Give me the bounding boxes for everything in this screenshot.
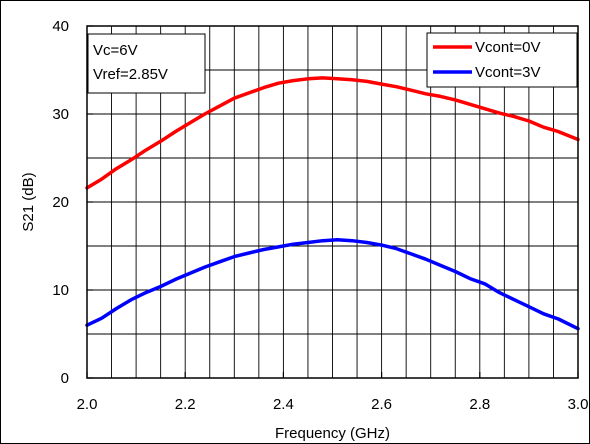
annotation-box (87, 33, 206, 94)
series-line (85, 238, 580, 331)
series-line (85, 76, 580, 190)
x-tick-label: 2.4 (273, 396, 294, 413)
legend-label: Vcont=3V (475, 64, 540, 81)
axis-ticks (86, 25, 579, 379)
y-axis-label: S21 (dB) (20, 172, 37, 231)
x-tick-label: 2.0 (77, 396, 98, 413)
x-tick-label: 2.6 (371, 396, 392, 413)
series-lines (85, 76, 580, 331)
y-tick-label: 40 (52, 18, 69, 35)
y-tick-label: 30 (52, 106, 69, 123)
x-tick-label: 2.8 (469, 396, 490, 413)
x-tick-label: 2.2 (175, 396, 196, 413)
x-tick-labels: 2.0 2.2 2.4 2.6 2.8 3.0 (77, 396, 589, 413)
condition-annotation: Vc=6V Vref=2.85V (87, 33, 206, 94)
annotation-line: Vref=2.85V (93, 66, 168, 83)
legend-box (426, 32, 578, 88)
y-tick-label: 10 (52, 282, 69, 299)
y-tick-labels: 0 10 20 30 40 (52, 18, 69, 387)
x-axis-label: Frequency (GHz) (275, 425, 390, 442)
y-tick-label: 20 (52, 194, 69, 211)
annotation-line: Vc=6V (93, 42, 138, 59)
legend-label: Vcont=0V (475, 39, 540, 56)
y-tick-label: 0 (61, 370, 69, 387)
x-tick-label: 3.0 (568, 396, 589, 413)
legend: Vcont=0V Vcont=3V (426, 32, 578, 88)
